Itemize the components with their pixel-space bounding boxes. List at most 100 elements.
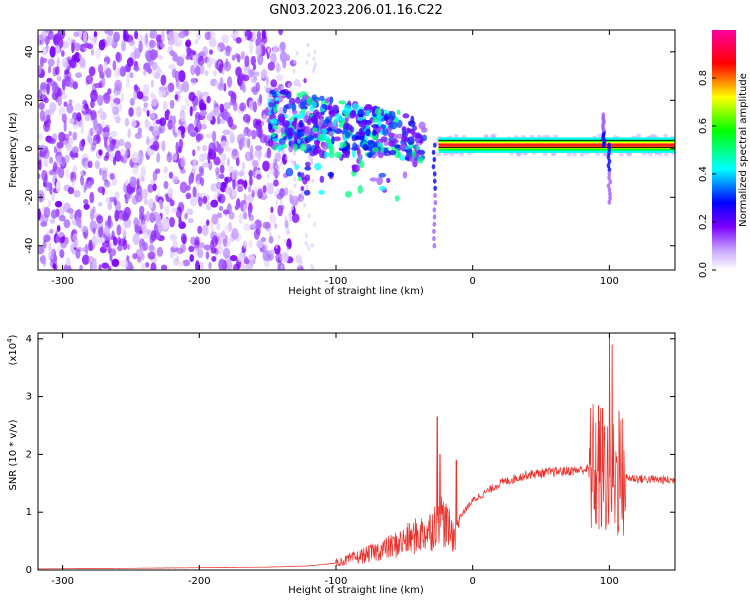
spectrogram-cell <box>215 166 220 176</box>
spectrogram-cell <box>152 183 157 192</box>
spectrogram-cell <box>246 138 251 149</box>
spectrogram-cell <box>49 218 56 224</box>
spectrogram-cell <box>124 149 129 157</box>
spectrogram-cell <box>278 137 286 146</box>
spectrogram-cell <box>186 208 194 216</box>
spectrogram-cell <box>389 121 398 130</box>
spectrogram-cell <box>275 188 279 194</box>
snr-xtick-label: 100 <box>600 576 619 587</box>
spectrogram-cell <box>250 55 256 66</box>
spectrogram-cell <box>163 166 168 174</box>
spectrogram-cell <box>201 162 210 168</box>
spectrogram-cell <box>180 104 187 111</box>
spectrogram-cell <box>145 210 151 223</box>
spectrogram-cell <box>169 99 175 109</box>
spectrogram-cell <box>134 224 140 233</box>
spectrogram-cell <box>237 252 245 263</box>
spectrogram-cell <box>232 263 240 270</box>
spectrogram-cell <box>228 130 234 138</box>
spectrogram-cell <box>168 63 176 70</box>
spectrogram-cell <box>76 112 82 122</box>
spectrogram-spike <box>433 142 437 148</box>
spectrogram-cell <box>265 249 270 262</box>
spectrogram-cell <box>255 44 262 57</box>
spectrogram-cell <box>172 152 178 161</box>
spectrogram-cell <box>51 191 55 202</box>
spectrogram-cell <box>224 45 233 53</box>
spectrogram-cell <box>292 59 296 65</box>
spectrogram-cell <box>105 144 113 152</box>
spectrogram-cell <box>242 113 251 123</box>
spectrogram-cell <box>279 161 283 167</box>
spectrogram-cell <box>220 140 228 149</box>
spectrogram-cell <box>374 107 383 116</box>
spectrogram-cell <box>571 152 577 157</box>
spectrogram-cell <box>101 262 110 269</box>
spectrogram-cell <box>213 100 217 108</box>
spectrogram-cell <box>190 64 196 76</box>
spectrogram-cell <box>303 78 307 84</box>
spectrogram-cell <box>217 114 221 125</box>
spectrogram-cell <box>66 142 73 153</box>
spectrogram-cell <box>129 176 137 188</box>
spectrogram-cell <box>399 155 408 161</box>
spectrogram-cell <box>318 189 325 195</box>
spectrogram-cell <box>276 61 280 72</box>
spectrogram-cell <box>177 201 185 213</box>
spectrogram-cell <box>283 114 289 119</box>
spectrogram-cell <box>66 103 74 114</box>
spectrogram-spike <box>432 243 437 249</box>
spectrogram-cell <box>290 195 299 207</box>
spectrogram-cell <box>159 42 166 49</box>
spectrogram-cell <box>63 120 67 132</box>
spectrogram-cell <box>194 39 199 45</box>
spectrogram-cell <box>192 149 196 157</box>
spectrogram-cell <box>195 260 200 270</box>
spectrogram-cell <box>172 175 179 184</box>
spectrogram-cell <box>202 117 207 125</box>
spectrogram-cell <box>189 254 195 262</box>
spectrogram-cell <box>120 148 126 157</box>
spectrogram-cell <box>198 153 206 163</box>
spectrogram-cell <box>210 247 217 254</box>
spectrogram-cell <box>156 152 161 163</box>
spectrogram-cell <box>172 239 178 249</box>
colorbar-tick-label: 0.8 <box>698 70 709 86</box>
spectrogram-cell <box>106 197 110 204</box>
spectrogram-cell <box>224 146 232 152</box>
spectrogram-cell <box>38 246 45 255</box>
spectrogram-cell <box>288 140 293 147</box>
spectrogram-cell <box>326 127 333 132</box>
spectrogram-cell <box>42 88 46 94</box>
spectrogram-cell <box>292 195 296 201</box>
spectrogram-cell <box>271 132 276 138</box>
spectrogram-spike <box>607 146 612 152</box>
spectrogram-cell <box>38 159 42 171</box>
spectrogram-cell <box>189 132 197 138</box>
spectrogram-cell <box>167 119 173 130</box>
spectrogram-cell <box>41 30 48 38</box>
spectrogram-cell <box>305 161 311 167</box>
spectrogram-cell <box>203 57 209 63</box>
spectrogram-cell <box>236 54 241 63</box>
snr-multiplier-exponent: 4 <box>6 338 14 343</box>
spectrogram-cell <box>71 249 77 255</box>
spectrogram-cell <box>147 67 152 74</box>
spectrogram-cell <box>380 124 386 130</box>
spectrogram-cell <box>306 134 315 142</box>
spectrogram-cell <box>382 128 389 136</box>
spectrogram-cell <box>129 97 135 106</box>
spectrogram-cell <box>270 79 278 88</box>
spectrogram-cell <box>198 261 204 270</box>
spectrogram-cell <box>112 156 117 166</box>
spectrogram-cell <box>326 138 332 145</box>
spectrogram-cell <box>85 74 94 85</box>
spectrogram-cell <box>285 155 289 161</box>
spectrogram-cell <box>295 254 302 264</box>
spectrogram-cell <box>388 149 397 156</box>
spectrogram-cell <box>358 160 365 169</box>
spectrogram-cell <box>121 40 127 52</box>
spectrogram-cell <box>310 115 318 124</box>
spectrogram-cell <box>174 41 180 47</box>
spectrogram-cell <box>160 264 168 270</box>
